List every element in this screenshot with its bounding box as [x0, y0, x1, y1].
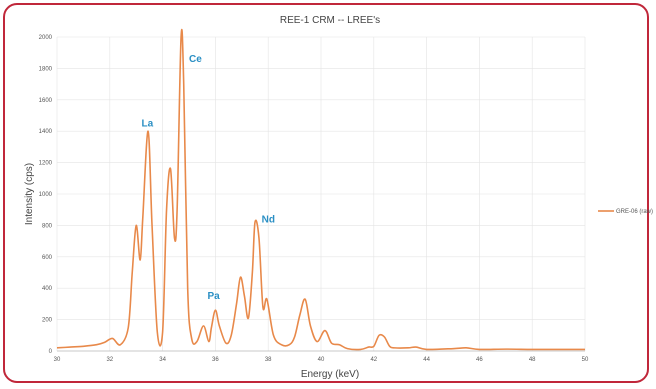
x-tick-label: 40 — [318, 357, 325, 363]
x-tick-label: 48 — [529, 357, 536, 363]
y-tick-label: 1400 — [39, 129, 53, 135]
peak-label-nd: Nd — [262, 214, 275, 225]
x-axis-ticks: 30 32 34 36 38 40 42 44 46 48 50 — [54, 357, 589, 363]
x-tick-label: 30 — [54, 357, 61, 363]
legend: GRE-06 (raw) — [598, 209, 653, 215]
x-tick-label: 38 — [265, 357, 272, 363]
x-tick-label: 50 — [582, 357, 589, 363]
x-tick-label: 44 — [423, 357, 430, 363]
y-tick-label: 800 — [42, 223, 53, 229]
y-tick-label: 600 — [42, 255, 53, 261]
peak-label-pa: Pa — [207, 291, 220, 302]
legend-label: GRE-06 (raw) — [616, 209, 653, 215]
x-tick-label: 32 — [106, 357, 113, 363]
x-tick-label: 34 — [159, 357, 166, 363]
y-tick-label: 1200 — [39, 161, 53, 167]
x-tick-label: 42 — [370, 357, 377, 363]
y-tick-label: 1000 — [39, 192, 53, 198]
peak-label-la: La — [141, 118, 153, 129]
y-axis-title: Intensity (cps) — [24, 163, 35, 225]
y-tick-label: 0 — [49, 349, 53, 355]
chart-title: REE-1 CRM -- LREE's — [280, 15, 380, 26]
y-axis-ticks: 0 200 400 600 800 1000 1200 1400 1600 1800 2000 — [39, 35, 53, 355]
y-tick-label: 200 — [42, 318, 53, 324]
y-tick-label: 1800 — [39, 66, 53, 72]
x-tick-label: 46 — [476, 357, 483, 363]
x-axis-title: Energy (keV) — [301, 369, 359, 380]
peak-label-ce: Ce — [189, 54, 202, 65]
y-tick-label: 1600 — [39, 98, 53, 104]
grid — [56, 36, 586, 352]
peak-annotations: La Ce Pa Nd — [141, 54, 274, 302]
y-tick-label: 400 — [42, 286, 53, 292]
series-line-gre-06 — [56, 29, 585, 351]
y-tick-label: 2000 — [39, 35, 53, 41]
x-tick-label: 36 — [212, 357, 219, 363]
